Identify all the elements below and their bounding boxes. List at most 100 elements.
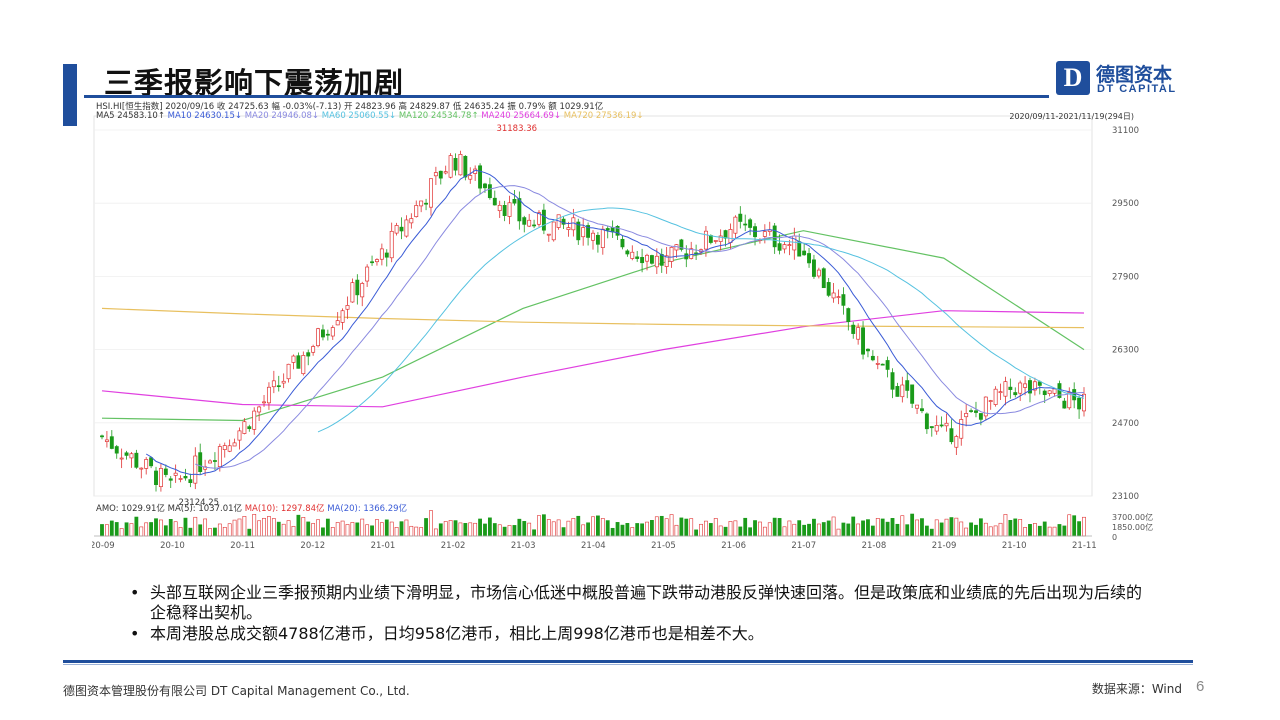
volume-bar (836, 528, 841, 537)
candle-body (905, 380, 910, 391)
volume-bar (257, 520, 262, 537)
volume-bar (375, 519, 379, 537)
volume-bar (1003, 514, 1008, 537)
volume-bar (478, 518, 482, 537)
candle-body (1008, 386, 1013, 390)
candle-body (640, 257, 645, 264)
ma-label-5: MA240 25664.69↓ (481, 111, 564, 121)
volume-bar (208, 528, 212, 537)
volume-bar (379, 522, 384, 537)
volume-bar (546, 519, 551, 537)
candle-body (920, 408, 924, 412)
candle-body (1013, 392, 1018, 396)
candle-body (335, 320, 340, 326)
volume-bar (743, 517, 748, 537)
volume-bar (708, 523, 713, 537)
candle-body (826, 282, 831, 296)
candle-body (483, 183, 487, 189)
candle-body (188, 479, 193, 484)
volume-bar (237, 518, 242, 537)
candle-body (208, 460, 212, 464)
volume-bar (1013, 518, 1018, 537)
volume-bar (900, 515, 905, 537)
volume-bar (1018, 519, 1023, 537)
volume-bar (586, 522, 590, 537)
volume-bar (1032, 523, 1037, 537)
volume-bar (1062, 525, 1067, 537)
volume-bar (669, 514, 674, 537)
volume-bar (1047, 526, 1052, 537)
x-tick-label: 21-01 (371, 541, 396, 550)
volume-bar (492, 523, 497, 537)
volume-bar (252, 514, 257, 537)
candle-body (154, 470, 158, 485)
candle-body (522, 217, 527, 225)
volume-bar (615, 522, 620, 537)
volume-bar (159, 519, 163, 537)
candle-body (659, 254, 664, 266)
candle-body (340, 310, 345, 323)
candle-body (797, 241, 802, 257)
candle-body (242, 421, 247, 434)
volume-bar (129, 523, 134, 537)
volume-bar (458, 522, 463, 537)
ma-label-2: MA20 24946.08↓ (244, 111, 322, 121)
volume-bar (713, 518, 718, 537)
candle-body (630, 251, 635, 259)
volume-bar (792, 523, 797, 537)
volume-bar (173, 521, 178, 537)
candle-body (502, 204, 507, 216)
volume-bar (438, 523, 443, 537)
volume-bar (163, 525, 168, 537)
volume-bar (409, 525, 414, 537)
candle-body (703, 230, 708, 250)
volume-bar (198, 524, 203, 537)
candle-body (551, 221, 556, 241)
candle-body (924, 413, 929, 430)
commentary-list: 头部互联网企业三季报预期内业绩下滑明显，市场信心低迷中概股普遍下跌带动港股反弹快… (130, 583, 1150, 645)
volume-bar (301, 517, 306, 537)
candle-body (988, 400, 993, 402)
candle-body (119, 457, 124, 460)
candle-body (321, 329, 325, 338)
ma-line-60 (317, 207, 1085, 433)
y-tick-label: 27900 (1112, 272, 1139, 282)
volume-bar (762, 526, 767, 537)
candle-body (713, 240, 718, 242)
company-name: 德图资本管理股份有限公司 DT Capital Management Co., … (63, 684, 410, 698)
volume-bar (620, 524, 625, 537)
candle-body (1042, 390, 1047, 396)
volume-bar (772, 517, 777, 537)
candle-body (959, 419, 964, 439)
volume-bar (556, 519, 561, 537)
candle-body (468, 175, 473, 180)
volume-bar (527, 522, 532, 537)
volume-bar (222, 526, 227, 537)
volume-bar (109, 520, 114, 537)
volume-bar (866, 519, 870, 537)
date-range-label: 2020/09/11-2021/11/19(294日) (1009, 112, 1134, 121)
volume-bar (281, 523, 286, 537)
amo-label-0: AMO: 1029.91亿 (96, 504, 168, 514)
y-tick-label: 23100 (1112, 492, 1139, 502)
candle-body (635, 256, 640, 259)
candle-body (831, 292, 836, 299)
candle-body (262, 401, 266, 404)
volume-bar (777, 518, 782, 537)
candle-body (615, 225, 620, 236)
candle-body (365, 266, 370, 282)
volume-bar (483, 523, 487, 537)
volume-bar (262, 517, 266, 537)
volume-bar (271, 518, 276, 537)
volume-bar (537, 515, 541, 537)
volume-bar (178, 527, 183, 537)
volume-bar (630, 527, 635, 537)
candle-body (316, 328, 320, 347)
candle-body (109, 436, 114, 449)
candle-body (139, 467, 144, 470)
candle-body (424, 202, 429, 205)
volume-tick-label: 3700.00亿 (1112, 512, 1153, 522)
volume-bar (561, 527, 566, 537)
candle-body (330, 327, 335, 337)
candle-body (458, 154, 463, 176)
